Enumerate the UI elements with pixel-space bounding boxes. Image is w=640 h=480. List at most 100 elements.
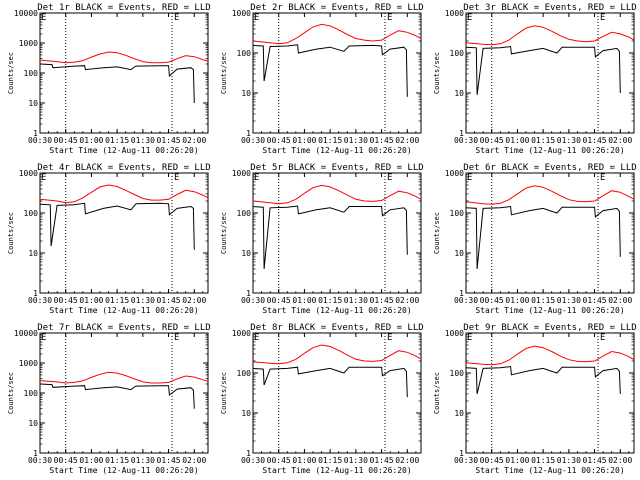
detector-chart: Det 6r BLACK = Events, RED = LLD 00:30 00:… <box>433 163 637 315</box>
marker-label-start: E <box>254 173 259 183</box>
y-tick-label: 1000 <box>19 169 38 178</box>
chart-title: Det 7r BLACK = Events, RED = LLD <box>37 323 210 333</box>
x-tick-label: 00:45 <box>267 456 291 465</box>
y-tick-label: 100 <box>237 369 252 378</box>
y-tick-label: 10 <box>454 409 464 418</box>
lld-series-line <box>465 25 635 46</box>
detector-panel: Det 3r BLACK = Events, RED = LLD 00:30 00:… <box>426 0 639 160</box>
x-tick-label: 02:00 <box>395 296 419 305</box>
detector-panel: Det 4r BLACK = Events, RED = LLD 00:30 00:… <box>0 160 213 320</box>
y-tick-label: 100 <box>237 49 252 58</box>
chart-title: Det 3r BLACK = Events, RED = LLD <box>463 3 636 13</box>
plot-frame <box>465 172 635 294</box>
x-tick-label: 02:00 <box>182 296 206 305</box>
x-tick-label: 00:45 <box>480 456 504 465</box>
y-tick-label: 10 <box>28 249 38 258</box>
chart-title: Det 9r BLACK = Events, RED = LLD <box>463 323 636 333</box>
events-series-line <box>39 383 195 409</box>
x-axis-label: Start Time (12-Aug-11 00:26:20) <box>49 306 198 315</box>
y-tick-label: 100 <box>450 209 465 218</box>
y-tick-label: 100 <box>450 49 465 58</box>
y-tick-label: 10 <box>241 249 251 258</box>
x-tick-label: 01:45 <box>370 456 394 465</box>
y-axis-label: Counts/sec <box>433 212 441 254</box>
marker-label-end: E <box>600 13 605 23</box>
plot-frame <box>465 12 635 134</box>
chart-title: Det 6r BLACK = Events, RED = LLD <box>463 163 636 173</box>
x-tick-label: 01:00 <box>292 296 316 305</box>
y-tick-label: 10000 <box>14 9 38 18</box>
chart-title: Det 1r BLACK = Events, RED = LLD <box>37 3 210 13</box>
marker-label-end: E <box>600 333 605 343</box>
x-tick-label: 01:00 <box>292 136 316 145</box>
detector-panel: Det 6r BLACK = Events, RED = LLD 00:30 00:… <box>426 160 639 320</box>
x-tick-label: 00:30 <box>28 456 52 465</box>
detector-panel: Det 9r BLACK = Events, RED = LLD 00:30 00:… <box>426 320 639 480</box>
plot-frame <box>252 332 422 454</box>
events-series-line <box>252 44 408 97</box>
x-tick-label: 01:45 <box>157 456 181 465</box>
marker-label-start: E <box>467 333 472 343</box>
detector-chart: Det 7r BLACK = Events, RED = LLD 00:30 00:… <box>7 323 211 475</box>
x-axis-label: Start Time (12-Aug-11 00:26:20) <box>262 466 411 475</box>
x-tick-label: 00:30 <box>454 136 478 145</box>
x-tick-label: 01:45 <box>157 136 181 145</box>
x-tick-label: 01:30 <box>557 456 581 465</box>
x-tick-label: 01:00 <box>505 296 529 305</box>
x-tick-label: 00:30 <box>241 456 265 465</box>
lld-series-line <box>252 23 422 45</box>
y-axis-label: Counts/sec <box>433 372 441 414</box>
x-tick-label: 01:00 <box>292 456 316 465</box>
chart-title: Det 5r BLACK = Events, RED = LLD <box>250 163 423 173</box>
y-tick-label: 1 <box>33 289 38 298</box>
detector-chart: Det 9r BLACK = Events, RED = LLD 00:30 00:… <box>433 323 637 475</box>
y-tick-label: 1 <box>246 449 251 458</box>
y-tick-label: 1 <box>246 289 251 298</box>
x-tick-label: 01:30 <box>557 296 581 305</box>
marker-label-end: E <box>387 173 392 183</box>
x-tick-label: 01:00 <box>505 456 529 465</box>
marker-label-start: E <box>467 173 472 183</box>
x-tick-label: 00:30 <box>241 296 265 305</box>
y-tick-label: 100 <box>24 69 39 78</box>
lld-series-line <box>39 371 209 384</box>
x-tick-label: 01:15 <box>105 456 129 465</box>
x-tick-label: 01:00 <box>79 456 103 465</box>
detector-chart: Det 3r BLACK = Events, RED = LLD 00:30 00:… <box>433 3 637 155</box>
x-tick-label: 01:30 <box>131 136 155 145</box>
x-tick-label: 02:00 <box>182 456 206 465</box>
detector-panel: Det 1r BLACK = Events, RED = LLD 00:30 00:… <box>0 0 213 160</box>
x-tick-label: 01:00 <box>79 296 103 305</box>
x-tick-label: 00:30 <box>28 136 52 145</box>
plot-frame <box>252 172 422 294</box>
chart-title: Det 2r BLACK = Events, RED = LLD <box>250 3 423 13</box>
y-tick-label: 100 <box>24 389 39 398</box>
y-tick-label: 10 <box>28 419 38 428</box>
x-tick-label: 01:15 <box>318 296 342 305</box>
events-series-line <box>465 365 621 395</box>
marker-label-start: E <box>41 13 46 23</box>
x-axis-label: Start Time (12-Aug-11 00:26:20) <box>475 306 624 315</box>
y-axis-label: Counts/sec <box>7 52 15 94</box>
x-tick-label: 01:30 <box>131 456 155 465</box>
y-axis-label: Counts/sec <box>220 212 228 254</box>
x-tick-label: 01:15 <box>105 136 129 145</box>
lld-series-line <box>39 184 209 204</box>
x-tick-label: 01:15 <box>531 456 555 465</box>
marker-label-start: E <box>41 173 46 183</box>
marker-label-start: E <box>467 13 472 23</box>
y-tick-label: 1000 <box>445 329 464 338</box>
x-tick-label: 02:00 <box>395 136 419 145</box>
x-tick-label: 01:45 <box>583 136 607 145</box>
x-tick-label: 00:45 <box>54 136 78 145</box>
lld-series-line <box>252 184 422 205</box>
x-tick-label: 01:45 <box>583 456 607 465</box>
plot-frame <box>39 172 209 294</box>
detector-chart: Det 2r BLACK = Events, RED = LLD 00:30 00:… <box>220 3 424 155</box>
x-tick-label: 01:45 <box>370 136 394 145</box>
events-series-line <box>465 45 621 95</box>
x-tick-label: 01:45 <box>370 296 394 305</box>
plot-frame <box>39 12 209 134</box>
x-tick-label: 02:00 <box>608 456 632 465</box>
